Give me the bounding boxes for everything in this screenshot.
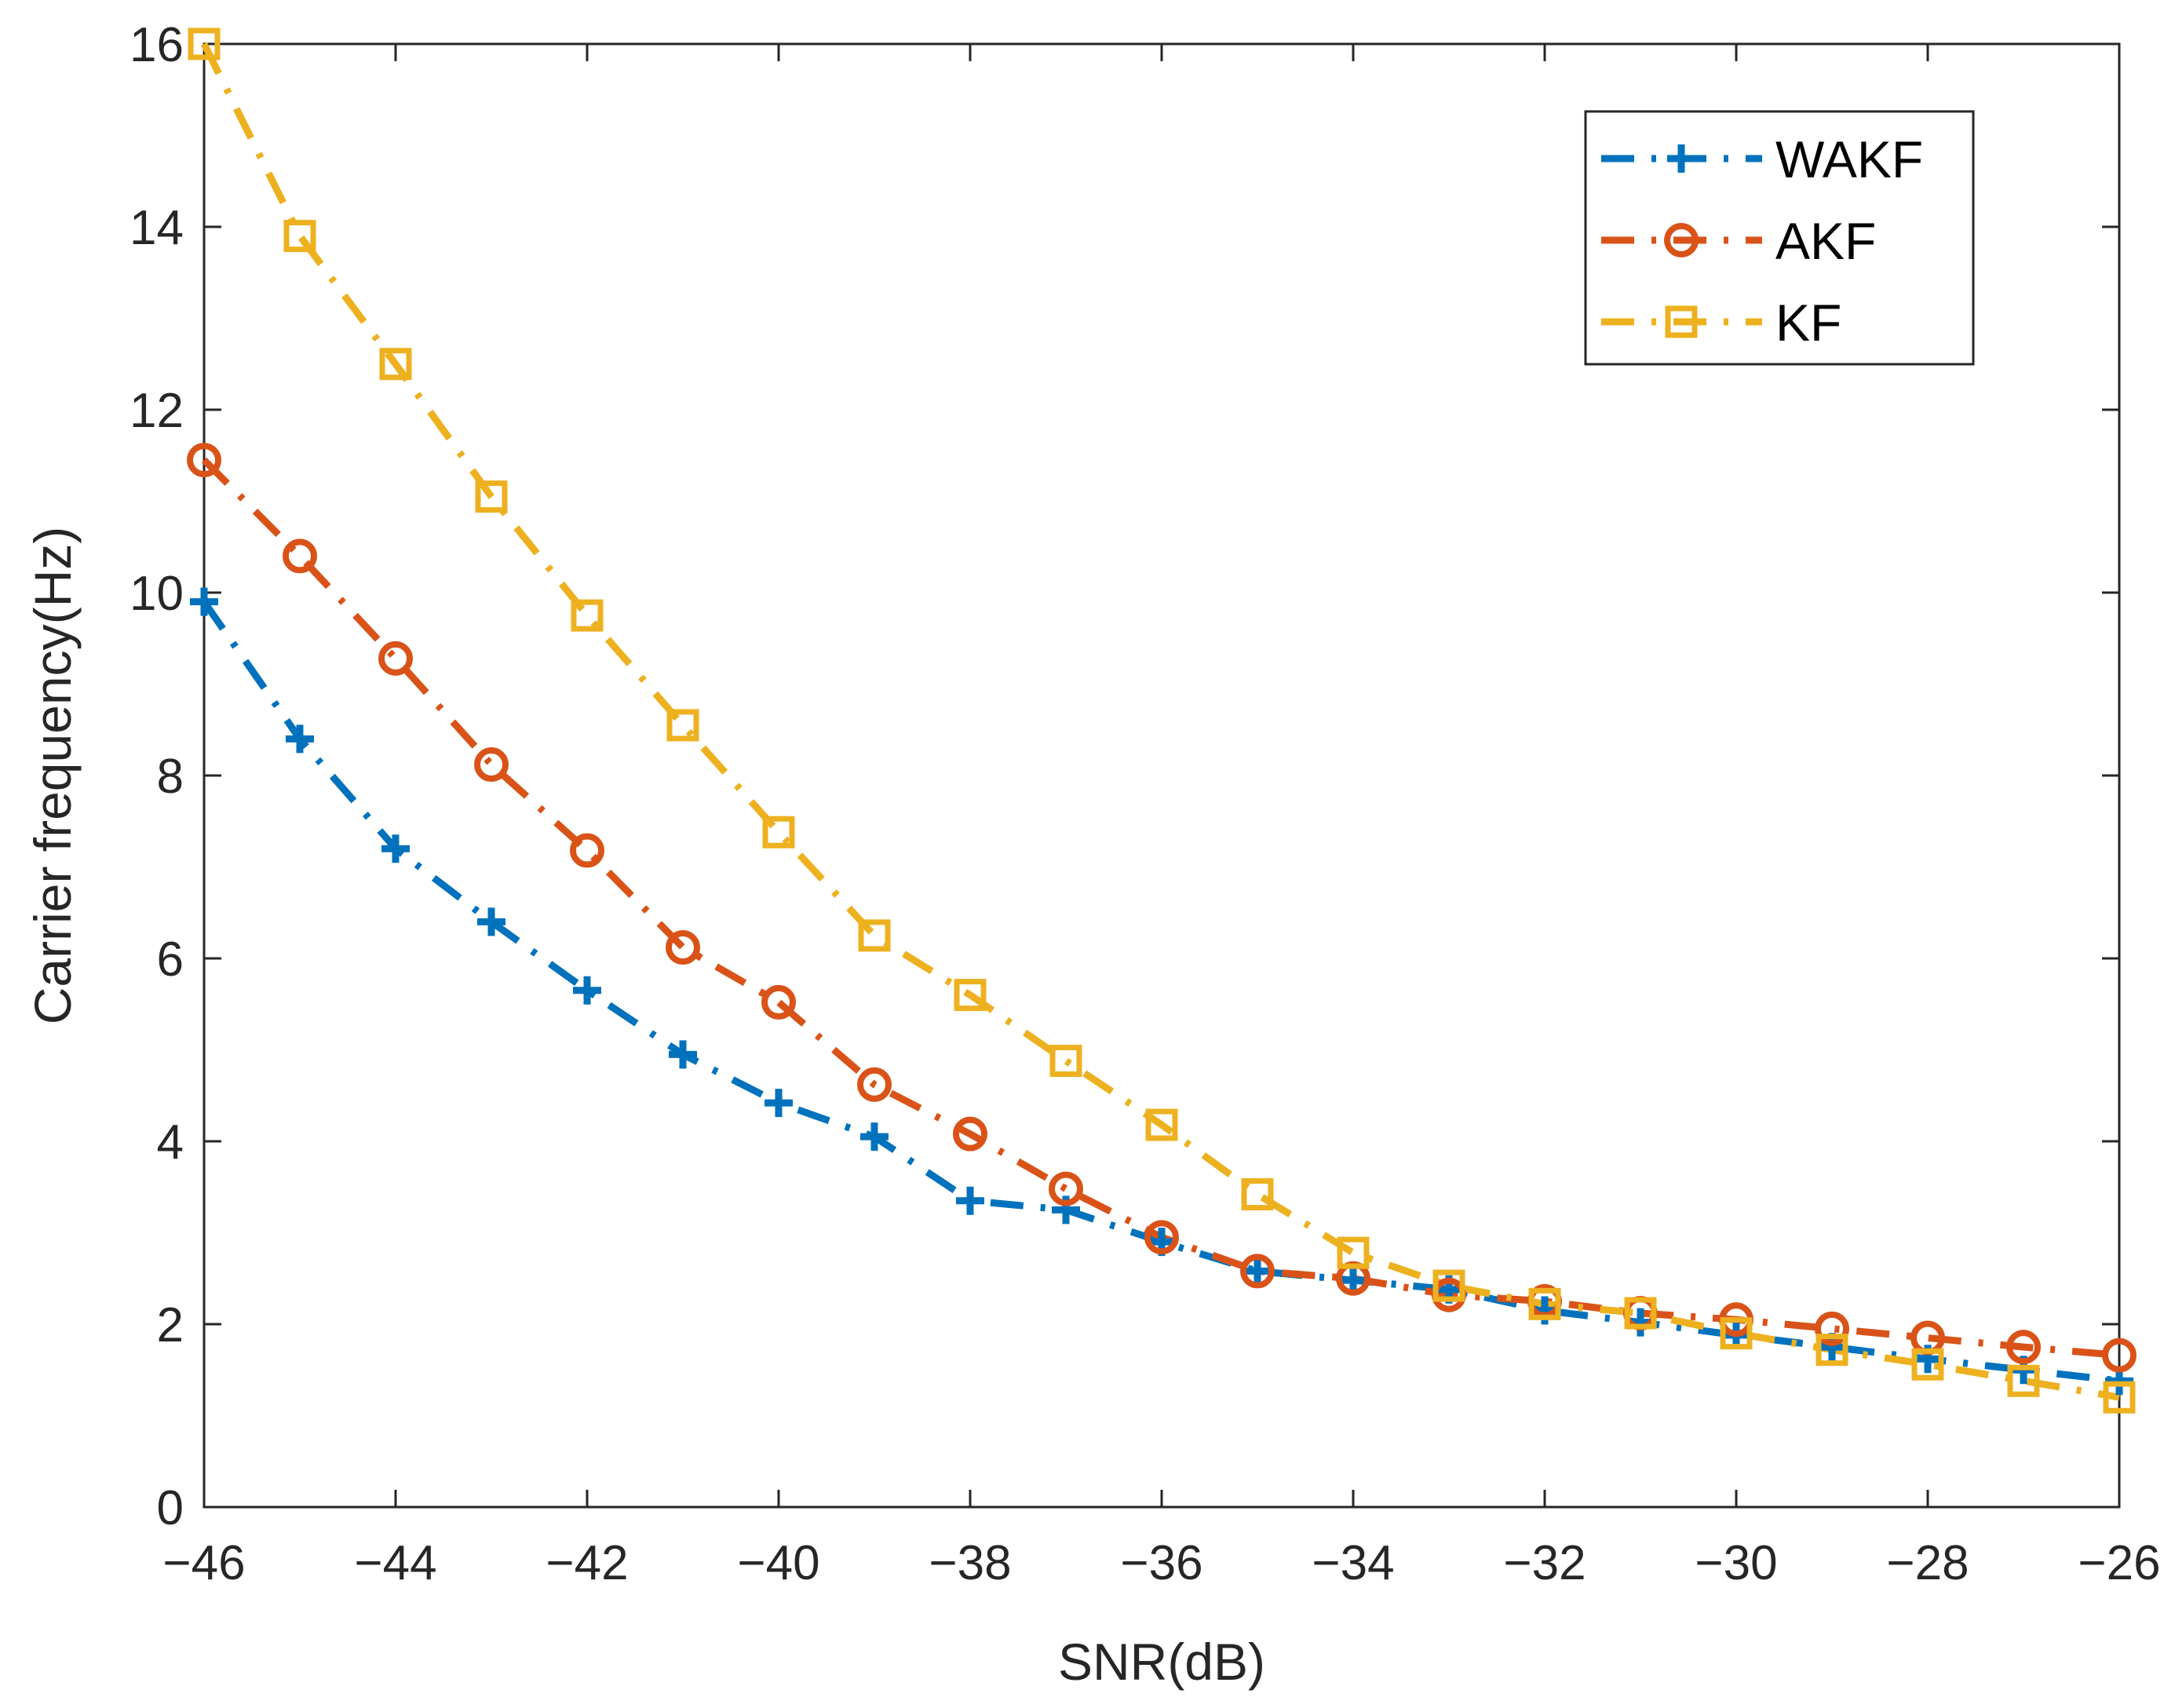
y-tick-label: 14: [130, 201, 184, 255]
data-point-kf: [1720, 1317, 1753, 1350]
data-point-akf: [1240, 1254, 1275, 1289]
data-point-kf: [1432, 1269, 1465, 1302]
data-point-kf: [1049, 1044, 1082, 1077]
x-tick-label: −28: [1886, 1536, 1969, 1590]
legend-item-wakf: WAKF: [1601, 130, 1923, 188]
data-point-kf: [1911, 1348, 1944, 1381]
data-point-kf: [1624, 1297, 1657, 1330]
data-point-kf: [666, 709, 699, 742]
data-point-kf: [858, 919, 891, 952]
y-tick-labels: 0 2 4 6 8 10 12 14 16: [130, 18, 184, 1535]
y-tick-label: 16: [130, 18, 184, 72]
data-point-akf: [1144, 1220, 1179, 1255]
data-point-wakf: [1243, 1257, 1272, 1286]
legend-item-kf: KF: [1601, 294, 1841, 352]
data-point-kf: [1528, 1287, 1561, 1320]
data-point-kf: [762, 816, 795, 849]
y-tick-label: 0: [157, 1481, 184, 1535]
data-point-wakf: [381, 834, 410, 863]
x-tick-label: −44: [354, 1536, 436, 1590]
data-point-kf: [1241, 1178, 1274, 1211]
y-tick-label: 2: [157, 1298, 184, 1352]
x-tick-label: −26: [2078, 1536, 2160, 1590]
data-point-akf: [666, 930, 700, 965]
x-tick-label: −46: [162, 1536, 245, 1590]
data-point-akf: [187, 443, 221, 478]
x-tick-label: −34: [1312, 1536, 1394, 1590]
series-markers: [187, 27, 2137, 1414]
data-point-akf: [283, 538, 317, 574]
data-point-akf: [761, 984, 796, 1020]
data-point-akf: [378, 640, 413, 676]
y-tick-label: 4: [157, 1115, 184, 1170]
data-point-akf: [570, 833, 604, 868]
data-point-kf: [1145, 1108, 1178, 1141]
data-point-akf: [1815, 1311, 1849, 1346]
data-point-akf: [474, 747, 509, 783]
x-tick-labels: −46 −44 −42 −40 −38 −36 −34 −32 −30 −28 −26: [162, 1536, 2160, 1590]
axis-ticks: [203, 42, 2121, 1509]
data-point-wakf: [860, 1122, 889, 1151]
data-point-kf: [2007, 1364, 2040, 1397]
legend: WAKF AKF KF: [1584, 110, 1975, 366]
data-point-akf: [1049, 1171, 1083, 1206]
x-axis-title: SNR(dB): [1058, 1633, 1265, 1691]
x-tick-label: −40: [737, 1536, 819, 1590]
legend-item-akf: AKF: [1601, 212, 1876, 270]
data-point-wakf: [286, 724, 314, 754]
legend-marker-kf: [1665, 305, 1698, 338]
data-point-kf: [475, 480, 508, 513]
x-tick-label: −42: [546, 1536, 628, 1590]
data-point-wakf: [956, 1186, 984, 1215]
x-tick-label: −30: [1695, 1536, 1777, 1590]
data-point-akf: [2102, 1338, 2137, 1373]
data-point-kf: [283, 220, 316, 253]
y-tick-label: 6: [157, 932, 184, 987]
data-point-kf: [1815, 1334, 1848, 1367]
y-axis-title: Carrier frequency(Hz): [24, 527, 82, 1024]
y-tick-label: 8: [157, 750, 184, 804]
legend-marker-akf: [1664, 223, 1699, 257]
data-point-wakf: [190, 587, 218, 616]
legend-label-wakf: WAKF: [1775, 130, 1923, 188]
series-line-kf: [200, 42, 2120, 1401]
x-tick-label: −36: [1120, 1536, 1202, 1590]
data-point-akf: [953, 1116, 987, 1151]
y-tick-label: 12: [130, 384, 184, 438]
data-point-wakf: [765, 1089, 793, 1118]
x-tick-label: −38: [929, 1536, 1011, 1590]
data-point-akf: [2006, 1330, 2041, 1365]
data-point-wakf: [669, 1040, 697, 1069]
legend-label-akf: AKF: [1775, 212, 1876, 270]
data-point-kf: [379, 348, 412, 381]
data-point-akf: [857, 1067, 892, 1102]
x-tick-label: −32: [1503, 1536, 1586, 1590]
data-point-kf: [2103, 1381, 2136, 1414]
data-point-kf: [1337, 1236, 1370, 1269]
data-point-wakf: [573, 976, 601, 1005]
data-point-wakf: [477, 907, 505, 936]
data-point-kf: [954, 979, 987, 1012]
y-tick-label: 10: [130, 567, 184, 621]
data-point-kf: [188, 27, 221, 60]
legend-marker-wakf: [1667, 144, 1695, 173]
legend-label-kf: KF: [1775, 294, 1841, 352]
data-point-kf: [571, 599, 604, 632]
legend-box: [1584, 110, 1975, 366]
